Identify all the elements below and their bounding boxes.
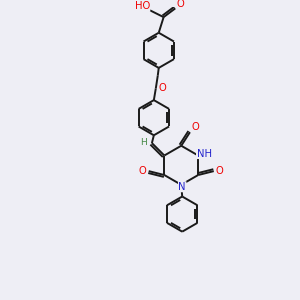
Text: O: O: [159, 83, 167, 93]
Text: O: O: [176, 0, 184, 9]
Text: HO: HO: [134, 2, 150, 11]
Text: O: O: [139, 166, 147, 176]
Text: H: H: [140, 138, 146, 147]
Text: O: O: [216, 166, 224, 176]
Text: N: N: [178, 182, 186, 192]
Text: O: O: [191, 122, 199, 132]
Text: NH: NH: [196, 148, 211, 159]
